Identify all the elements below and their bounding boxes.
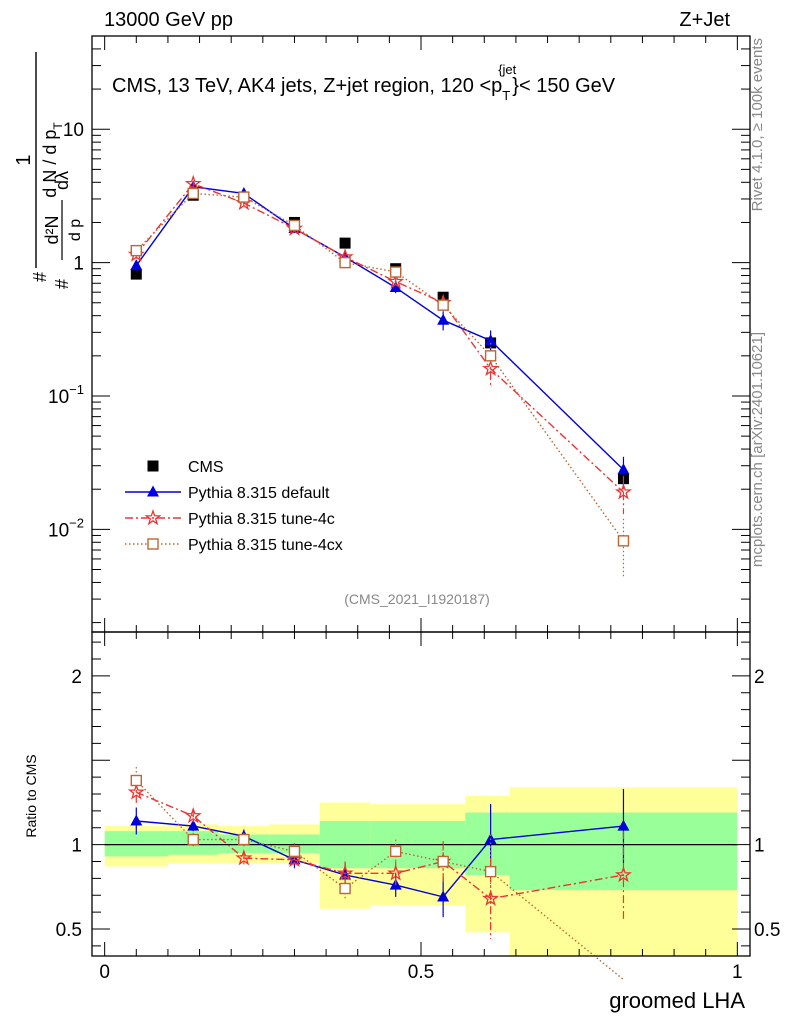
ylabel-d2N: d²N (42, 215, 62, 244)
ratio-marker-1-2 (235, 849, 253, 866)
legend-label-0: CMS (188, 459, 224, 476)
legend: CMS Pythia 8.315 default Pythia 8.315 tune… (125, 459, 343, 554)
marker-3-8 (617, 535, 630, 547)
ratio-y-tick-label-right-2: 2 (754, 667, 765, 688)
ylabel-hash2: # (52, 279, 72, 289)
main-y-tick-label-0: 10−2 (48, 515, 84, 541)
main-y-tick-label-1: 10−1 (48, 382, 84, 408)
legend-item-1: Pythia 8.315 default (125, 485, 330, 502)
x-tick-label-2: 1 (732, 962, 743, 983)
ratio-marker-1-4 (336, 864, 354, 881)
axes-layer: 0 0.5 1 10−2 10−1 1 10 0.5 0.5 1 1 2 2 (48, 35, 780, 983)
legend-item-0: CMS (147, 459, 224, 476)
marker-3-4 (339, 256, 351, 269)
legend-marker-1 (147, 485, 159, 497)
ylabel-dl: dλ (52, 171, 72, 190)
x-tick-label-0: 0 (99, 962, 110, 983)
series-line-2 (135, 182, 624, 493)
marker-3-5 (389, 266, 402, 278)
ratio-marker-1-3 (285, 850, 304, 868)
ratio-marker-1-8 (614, 866, 633, 883)
marker-3-2 (238, 191, 250, 203)
ratio-series-layer (127, 767, 633, 981)
ratio-marker-2-4 (339, 882, 351, 895)
marker-1-8 (617, 463, 630, 475)
ratio-marker-2-0 (130, 774, 142, 787)
marker-3-3 (288, 219, 301, 232)
marker-1-6 (437, 313, 450, 325)
marker-2-1 (184, 174, 202, 192)
legend-marker-0 (147, 460, 159, 472)
marker-3-6 (437, 299, 449, 311)
ratio-marker-0-6 (437, 890, 450, 902)
ratio-marker-1-0 (127, 783, 145, 800)
main-y-tick-label-3: 10 (63, 120, 84, 141)
ratio-marker-2-2 (238, 833, 250, 846)
marker-3-1 (187, 187, 199, 200)
ratio-marker-2-7 (484, 865, 497, 878)
marker-1-0 (130, 259, 143, 271)
rivet-label: Rivet 4.1.0, ≥ 100k events (749, 38, 766, 211)
series-0 (130, 189, 629, 485)
series-3 (130, 187, 630, 577)
marker-2-5 (387, 272, 405, 289)
legend-marker-2 (144, 509, 162, 526)
ratio-marker-2-6 (437, 855, 449, 868)
ratio-y-tick-label-right-1: 1 (754, 836, 765, 857)
mcplots-label: mcplots.cern.ch [arXiv:2401.10621] (749, 332, 766, 567)
legend-item-3: Pythia 8.315 tune-4cx (125, 537, 343, 554)
ratio-y-tick-label-left-0: 0.5 (56, 920, 82, 941)
marker-0-0 (130, 268, 142, 280)
ratio-marker-2-1 (187, 833, 199, 846)
ratio-marker-1-7 (482, 889, 500, 906)
ylabel-dp: d p (67, 219, 84, 241)
marker-1-5 (389, 281, 402, 293)
header-right: Z+Jet (679, 9, 730, 31)
ylabel-dN: d N / d pT (40, 122, 65, 198)
header-left: 13000 GeV pp (104, 9, 233, 31)
ratio-marker-0-0 (130, 814, 143, 826)
legend-item-2: Pythia 8.315 tune-4c (125, 509, 335, 528)
green-band-0 (104, 831, 168, 857)
ratio-y-tick-label-left-1: 1 (71, 836, 82, 857)
ylabel-hash: # (30, 272, 50, 282)
ratio-marker-0-1 (187, 819, 200, 831)
legend-label-1: Pythia 8.315 default (188, 485, 330, 502)
ratio-marker-0-8 (617, 819, 630, 831)
marker-3-0 (130, 244, 142, 257)
ylabel-one: 1 (13, 154, 35, 165)
plot-title: CMS, 13 TeV, AK4 jets, Z+jet region, 120… (112, 62, 616, 103)
marker-1-7 (484, 334, 497, 346)
main-y-tick-label-2: 1 (73, 254, 84, 275)
series-line-1 (135, 186, 624, 471)
x-tick-label-1: 0.5 (408, 962, 434, 983)
ratio-series-2 (130, 767, 624, 981)
legend-label-2: Pythia 8.315 tune-4c (188, 511, 335, 528)
main-ylabel-right: d²N d p # dλ (42, 171, 84, 289)
ratio-marker-2-5 (389, 845, 402, 858)
analysis-watermark: (CMS_2021_I1920187) (344, 591, 490, 607)
ratio-uncertainty-bands (104, 787, 738, 956)
series-1 (130, 180, 630, 487)
main-ylabel: 1 d N / d pT # (13, 52, 65, 282)
legend-marker-3 (147, 538, 159, 550)
ratio-ylabel: Ratio to CMS (23, 754, 39, 837)
legend-label-3: Pythia 8.315 tune-4cx (188, 537, 343, 554)
ratio-y-tick-label-right-0: 0.5 (754, 920, 780, 941)
ratio-y-tick-label-left-2: 2 (71, 667, 82, 688)
x-axis-label: groomed LHA (609, 988, 745, 1013)
main-series-layer (127, 174, 633, 577)
marker-0-4 (339, 237, 351, 249)
marker-2-8 (614, 483, 633, 500)
ratio-marker-2-3 (288, 845, 301, 858)
ratio-marker-1-1 (184, 806, 202, 824)
marker-3-7 (484, 350, 497, 362)
ratio-marker-1-5 (387, 864, 405, 881)
